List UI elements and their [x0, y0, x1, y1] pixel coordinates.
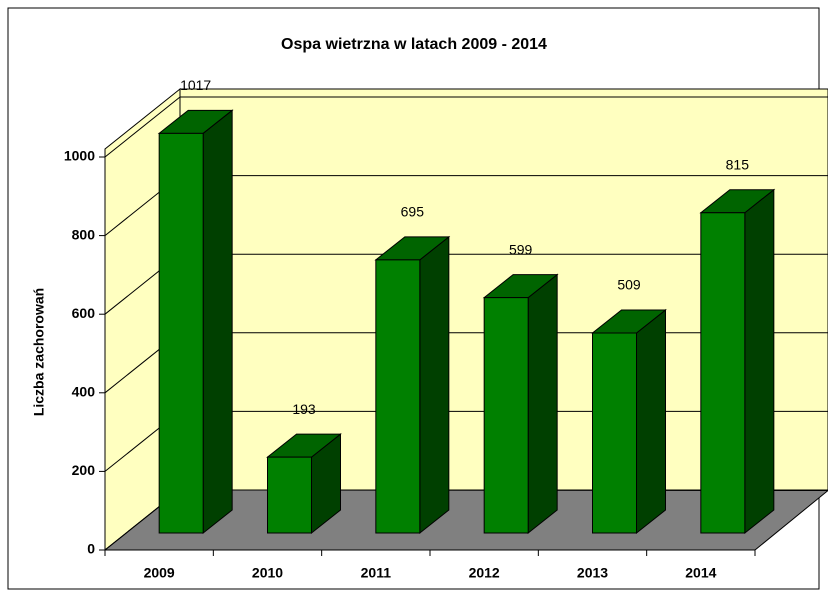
bar-side [744, 188, 775, 535]
value-label: 193 [292, 401, 316, 417]
y-tick-label: 800 [72, 226, 96, 242]
y-tick-label: 600 [72, 305, 96, 321]
bar-front [375, 259, 421, 534]
bar-front [267, 456, 312, 534]
x-tick-label: 2013 [577, 565, 608, 581]
y-tick-label: 200 [72, 462, 96, 478]
value-label: 1017 [180, 77, 211, 93]
y-tick-label: 400 [72, 384, 96, 400]
value-label: 815 [726, 156, 750, 172]
value-label: 509 [617, 277, 641, 293]
value-label: 695 [401, 204, 425, 220]
value-label: 599 [509, 241, 533, 257]
x-tick-label: 2010 [252, 565, 283, 581]
bar-front [700, 212, 746, 534]
bar-side [419, 235, 450, 535]
y-tick-label: 1000 [64, 148, 95, 164]
x-tick-label: 2014 [685, 565, 716, 581]
bar [266, 433, 342, 535]
y-axis-label: Liczba zachorowań [31, 288, 47, 416]
x-tick-label: 2012 [469, 565, 500, 581]
bar [374, 235, 451, 535]
bar-front [158, 132, 204, 534]
chart-title: Ospa wietrzna w latach 2009 - 2014 [281, 36, 547, 53]
bar-side [527, 273, 558, 535]
bar-front [483, 297, 529, 534]
x-tick-label: 2009 [144, 565, 175, 581]
x-tick-label: 2011 [361, 565, 392, 581]
grid-line [104, 96, 181, 158]
bar [157, 109, 234, 535]
bar-front [592, 332, 637, 534]
bar-side [636, 308, 666, 535]
y-tick-label: 0 [87, 541, 95, 557]
bar [591, 308, 667, 535]
bar [482, 273, 559, 535]
bar-side [202, 109, 233, 535]
bar [699, 188, 776, 535]
